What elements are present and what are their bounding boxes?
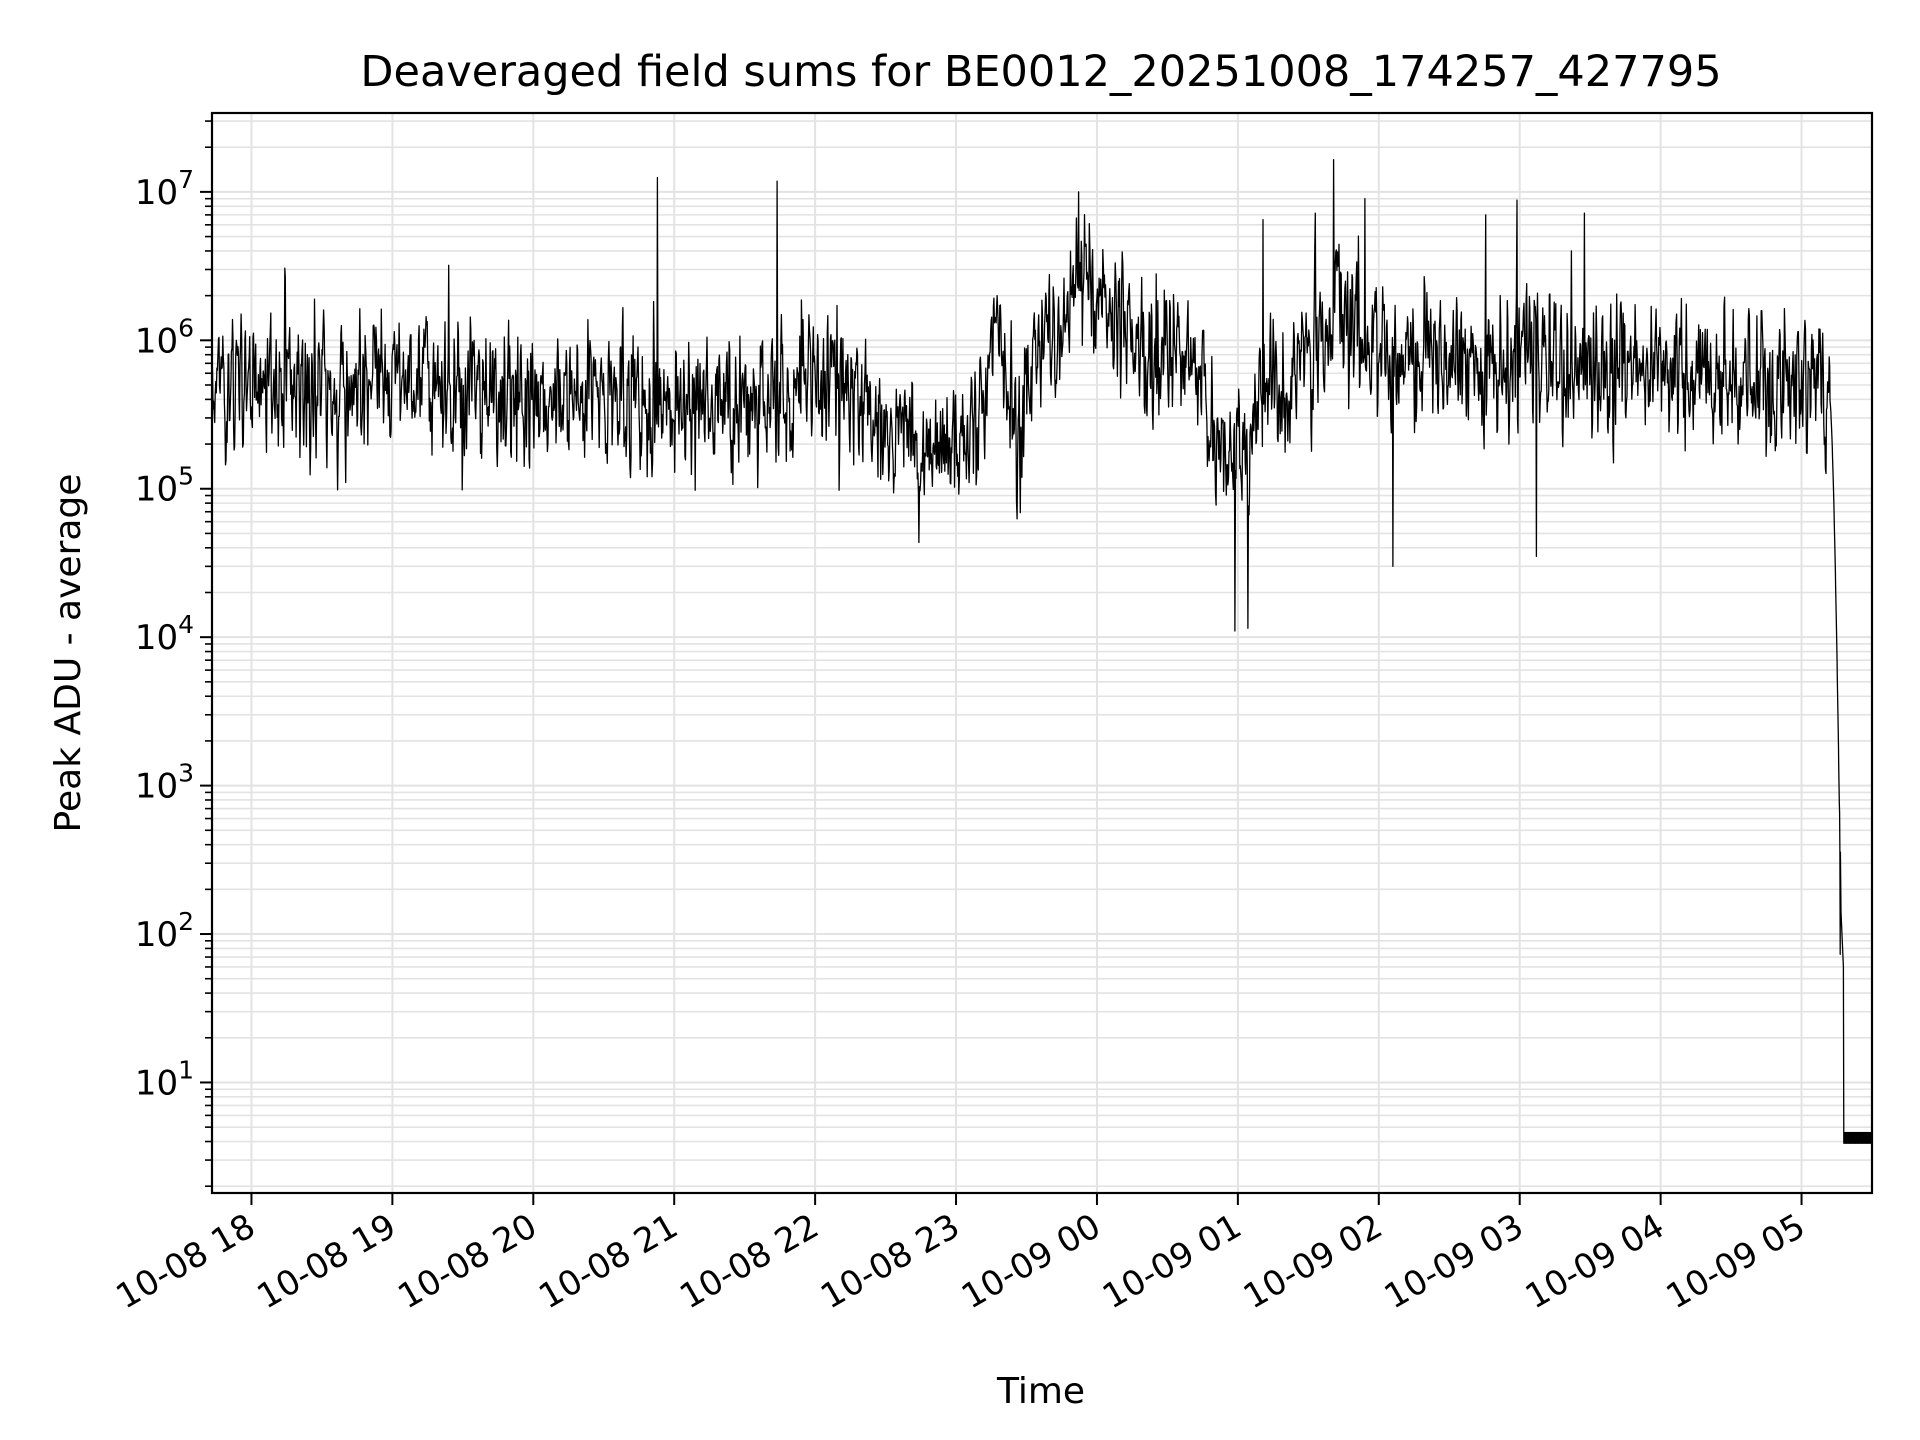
y-axis-label: Peak ADU - average <box>48 474 89 833</box>
x-axis-label: Time <box>996 1371 1085 1412</box>
chart-canvas: Deaveraged field sums for BE0012_2025100… <box>0 0 1920 1440</box>
chart-title: Deaveraged field sums for BE0012_2025100… <box>360 47 1721 97</box>
